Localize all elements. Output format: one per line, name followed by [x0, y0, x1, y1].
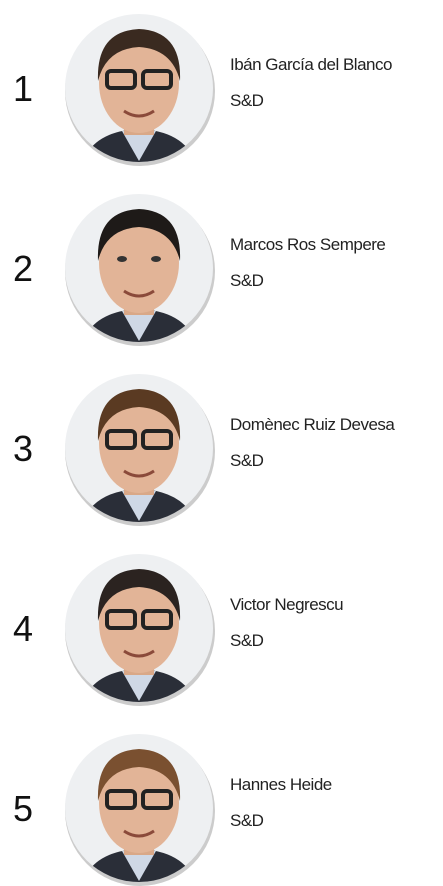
portrait	[60, 551, 218, 709]
person-name: Ibán García del Blanco	[230, 55, 392, 75]
rank-number: 4	[8, 611, 38, 647]
political-group: S&D	[230, 631, 263, 651]
portrait	[60, 191, 218, 349]
eye	[117, 256, 127, 262]
portrait-content	[60, 11, 218, 169]
portrait-content	[60, 731, 218, 886]
rank-number: 5	[8, 791, 38, 827]
political-group: S&D	[230, 451, 263, 471]
rank-number: 1	[8, 71, 38, 107]
eye	[151, 256, 161, 262]
person-name: Domènec Ruiz Devesa	[230, 415, 394, 435]
ranked-list: 1 Ibán García del Blanco S&D 2 Marcos Ros Se…	[0, 0, 443, 886]
list-item: 3 Domènec Ruiz Devesa S&D	[0, 363, 443, 543]
portrait	[60, 11, 218, 169]
person-name: Hannes Heide	[230, 775, 332, 795]
list-item: 1 Ibán García del Blanco S&D	[0, 3, 443, 183]
portrait	[60, 371, 218, 529]
portrait-content	[60, 371, 218, 529]
person-name: Marcos Ros Sempere	[230, 235, 385, 255]
political-group: S&D	[230, 811, 263, 831]
list-item: 5 Hannes Heide S&D	[0, 723, 443, 886]
person-name: Victor Negrescu	[230, 595, 343, 615]
portrait	[60, 731, 218, 886]
rank-number: 3	[8, 431, 38, 467]
list-item: 2 Marcos Ros Sempere S&D	[0, 183, 443, 363]
portrait-content	[60, 191, 218, 349]
political-group: S&D	[230, 271, 263, 291]
portrait-content	[60, 551, 218, 709]
rank-number: 2	[8, 251, 38, 287]
list-item: 4 Victor Negrescu S&D	[0, 543, 443, 723]
political-group: S&D	[230, 91, 263, 111]
